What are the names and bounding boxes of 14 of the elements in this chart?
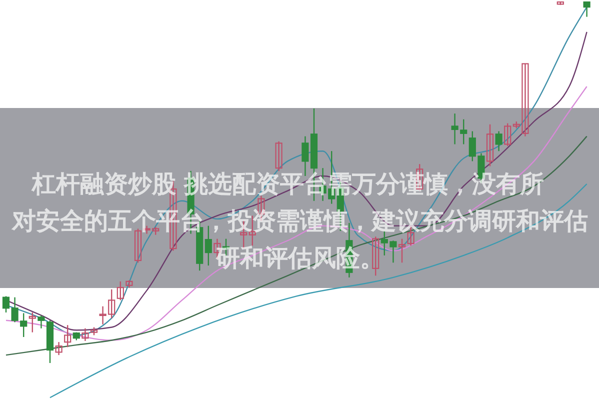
candlestick [64,324,72,348]
candlestick [116,280,124,301]
candlestick [398,238,406,264]
candlestick [38,314,45,329]
candlestick [486,124,494,167]
candlestick [204,225,212,266]
candlestick [275,140,282,172]
candlestick [583,1,590,18]
candlestick [2,296,10,314]
candlestick [28,312,36,333]
candlestick [504,122,512,147]
candlestick [55,341,62,356]
candlestick [495,130,502,152]
candlestick [372,236,380,276]
